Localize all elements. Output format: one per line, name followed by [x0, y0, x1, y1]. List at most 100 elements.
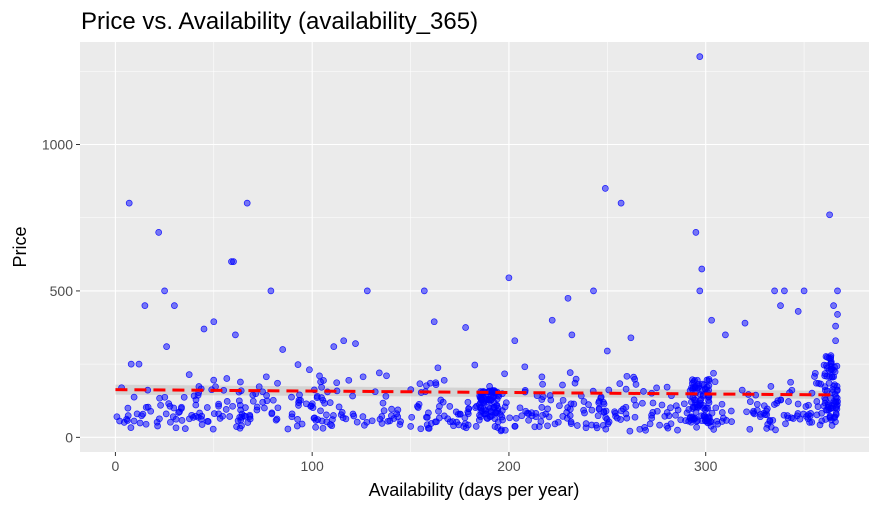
data-point	[124, 412, 132, 419]
data-point	[827, 360, 834, 367]
data-point	[506, 414, 514, 422]
data-point	[237, 378, 244, 386]
data-point	[388, 405, 395, 413]
data-point	[718, 400, 726, 408]
data-point	[599, 421, 607, 429]
data-point	[142, 420, 150, 428]
data-point	[566, 412, 574, 419]
data-point	[727, 407, 735, 415]
data-point	[274, 404, 282, 412]
data-point	[785, 398, 792, 405]
data-point	[171, 302, 178, 309]
data-point	[600, 408, 608, 415]
x-tick-label: 200	[497, 458, 521, 474]
data-point	[359, 373, 367, 381]
data-point	[317, 407, 324, 415]
data-point	[313, 392, 321, 400]
data-point	[538, 404, 546, 411]
data-point	[832, 322, 839, 330]
data-point	[130, 393, 138, 401]
data-point	[667, 404, 674, 412]
data-point	[298, 420, 306, 428]
data-point	[216, 415, 224, 422]
data-point	[163, 343, 170, 350]
data-point	[696, 287, 704, 295]
data-point	[423, 414, 431, 421]
data-point	[178, 405, 185, 412]
data-point	[172, 424, 180, 432]
data-point	[456, 410, 464, 418]
data-point	[832, 337, 839, 345]
data-point	[226, 413, 234, 420]
data-point	[833, 394, 841, 402]
data-point	[450, 422, 457, 430]
data-point	[477, 408, 485, 415]
data-point	[359, 413, 367, 420]
data-point	[323, 411, 330, 419]
data-point	[539, 380, 546, 388]
data-point	[337, 411, 345, 419]
data-point	[672, 411, 679, 419]
data-point	[511, 337, 519, 345]
data-point	[407, 423, 415, 430]
data-point	[505, 274, 513, 282]
data-point	[516, 404, 524, 412]
data-point	[246, 411, 254, 419]
data-point	[700, 405, 708, 412]
data-point	[127, 360, 135, 368]
data-point	[328, 422, 336, 430]
data-point	[695, 381, 702, 388]
data-point	[826, 211, 833, 219]
data-point	[222, 406, 230, 413]
data-point	[494, 405, 502, 412]
data-point	[212, 383, 219, 391]
data-point	[763, 405, 771, 413]
data-point	[663, 383, 671, 391]
data-point	[617, 199, 625, 207]
data-point	[261, 404, 268, 412]
y-axis-ticks: 0 500 1000	[42, 137, 80, 445]
data-point	[368, 417, 376, 425]
x-tick-label: 300	[694, 458, 718, 474]
data-point	[383, 372, 390, 380]
data-point	[363, 418, 371, 426]
data-point	[663, 422, 671, 430]
data-point	[240, 412, 248, 420]
data-point	[698, 265, 706, 273]
data-point	[353, 418, 361, 426]
data-point	[326, 399, 334, 406]
data-point	[720, 414, 727, 422]
x-tick-label: 100	[300, 458, 324, 474]
data-point	[185, 371, 193, 378]
data-point	[811, 373, 818, 380]
data-point	[157, 401, 164, 409]
data-point	[800, 287, 808, 295]
data-point	[309, 404, 317, 411]
data-point	[376, 415, 384, 423]
data-point	[420, 287, 428, 295]
data-point	[794, 308, 802, 315]
data-point	[210, 376, 218, 384]
data-point	[446, 403, 454, 410]
data-point	[200, 325, 208, 333]
data-point	[763, 425, 771, 432]
data-point	[767, 383, 775, 390]
data-point	[828, 389, 836, 396]
data-point	[203, 404, 211, 411]
data-point	[658, 401, 666, 409]
data-point	[321, 399, 328, 407]
data-point	[626, 427, 634, 435]
data-point	[223, 375, 231, 382]
data-point	[539, 393, 547, 401]
trend-line-layer	[115, 388, 834, 397]
data-point	[600, 398, 607, 406]
data-point	[472, 423, 480, 430]
data-point	[787, 378, 794, 386]
data-point	[435, 407, 442, 415]
data-point	[822, 416, 829, 423]
data-point	[551, 420, 559, 428]
data-point	[802, 403, 810, 410]
data-point	[639, 399, 646, 407]
data-point	[712, 404, 720, 412]
data-point	[306, 366, 313, 374]
